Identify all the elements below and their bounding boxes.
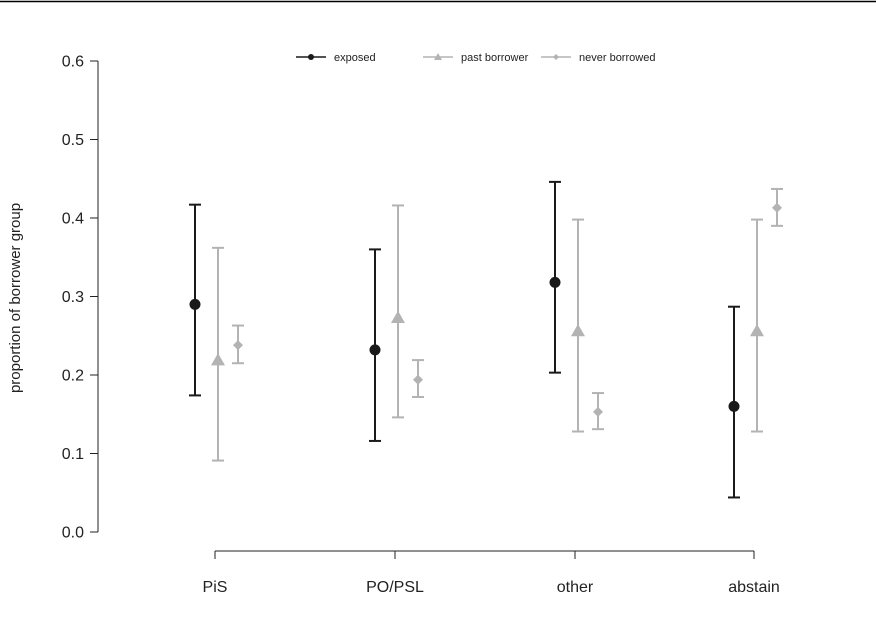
series-group: [189, 180, 783, 499]
legend-marker-never-borrowed: [553, 54, 559, 60]
x-tick-label-abstain: abstain: [728, 579, 780, 596]
x-tick-label-pis: PiS: [203, 579, 228, 596]
y-tick-label-1: 0.1: [62, 446, 84, 463]
axes: 0.0 0.1 0.2 0.3 0.4 0.5 0.6 PiS PO/PSL other absta…: [62, 54, 780, 597]
y-tick-label-4: 0.4: [62, 211, 84, 228]
point-never-borrowed-1: [413, 374, 423, 385]
legend-label-exposed: exposed: [334, 52, 376, 64]
point-past-borrower-0: [211, 353, 225, 366]
x-tick-label-po-psl: PO/PSL: [366, 579, 424, 596]
y-tick-label-5: 0.5: [62, 132, 84, 149]
point-past-borrower-2: [571, 324, 585, 337]
point-exposed-3: [728, 400, 740, 412]
point-exposed-2: [549, 276, 561, 288]
y-axis-title: proportion of borrower group: [7, 203, 24, 393]
legend-marker-past-borrower: [434, 53, 442, 60]
legend-label-past-borrower: past borrower: [461, 52, 529, 64]
point-past-borrower-3: [750, 324, 764, 337]
legend-label-never-borrowed: never borrowed: [579, 52, 655, 64]
legend-marker-exposed: [308, 54, 314, 60]
y-tick-label-3: 0.3: [62, 289, 84, 306]
y-tick-label-6: 0.6: [62, 54, 84, 71]
y-tick-label-2: 0.2: [62, 368, 84, 385]
point-exposed-0: [189, 298, 201, 310]
legend: exposed past borrower never borrowed: [296, 52, 655, 64]
point-exposed-1: [369, 344, 381, 356]
point-never-borrowed-0: [233, 340, 243, 351]
x-tick-label-other: other: [557, 579, 594, 596]
y-tick-label-0: 0.0: [62, 525, 84, 542]
point-never-borrowed-2: [593, 406, 603, 417]
point-past-borrower-1: [391, 310, 405, 323]
point-never-borrowed-3: [772, 202, 782, 213]
